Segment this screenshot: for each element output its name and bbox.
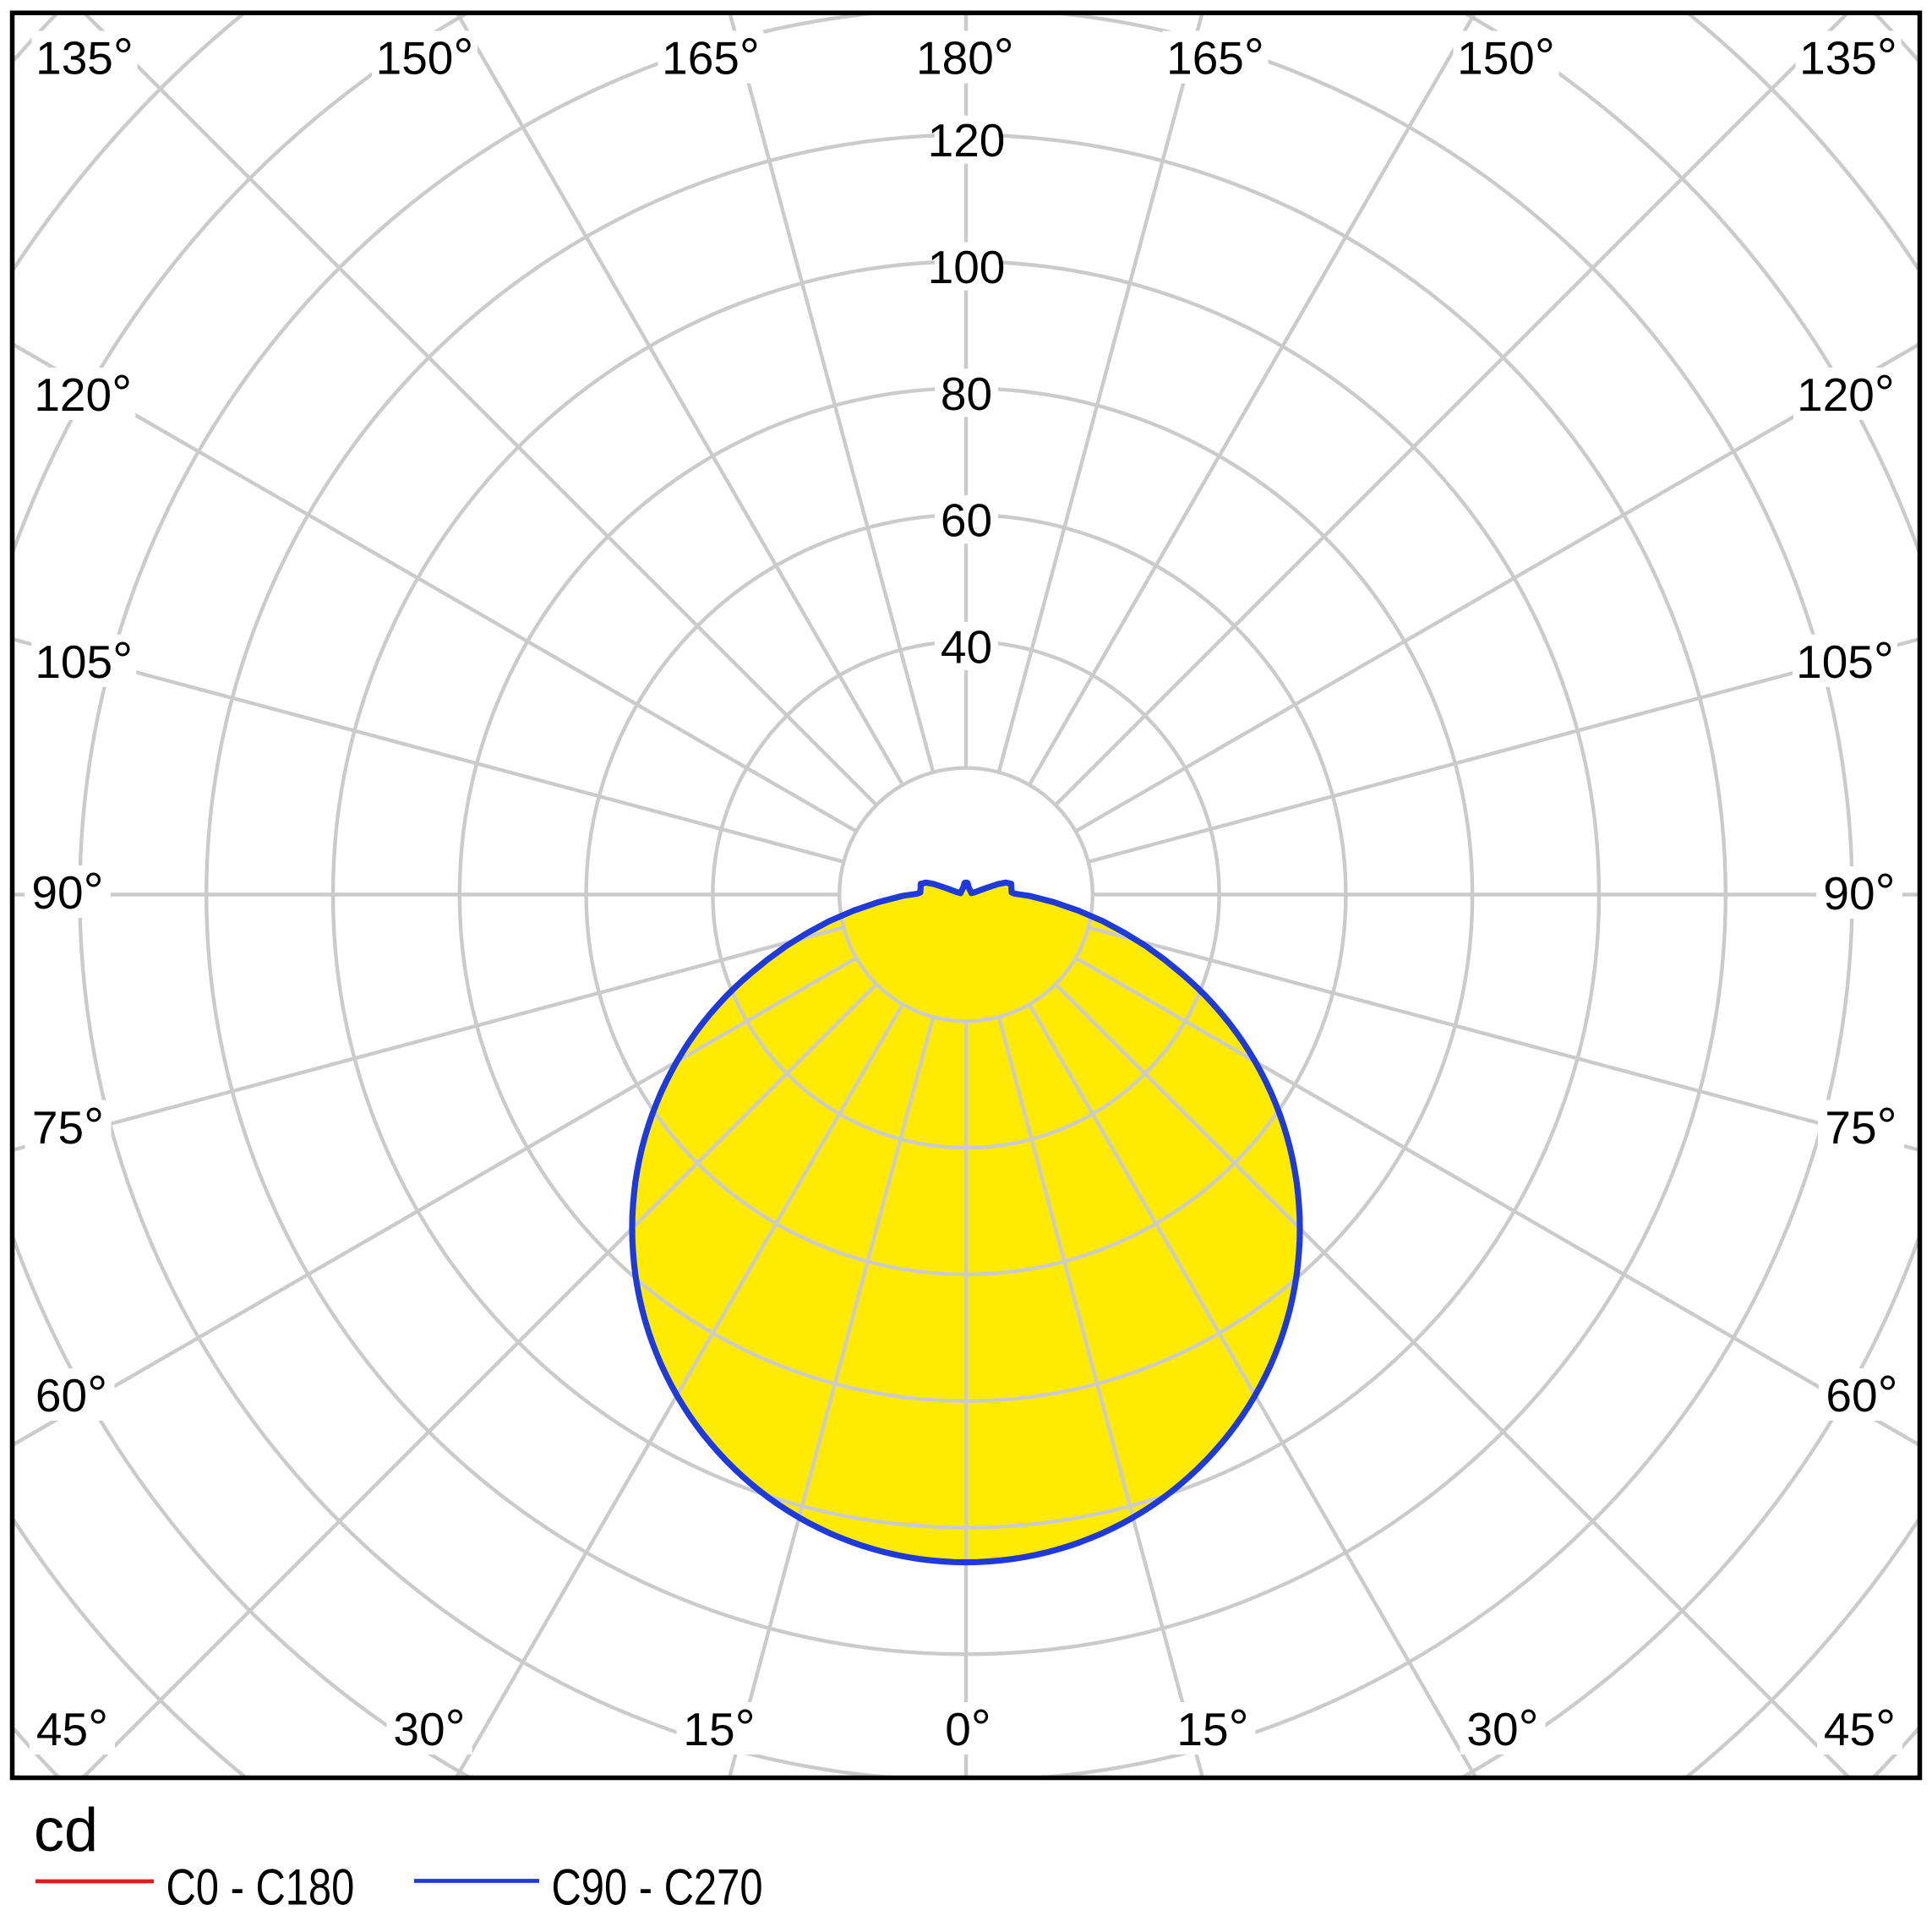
svg-text:C0 - C180: C0 - C180: [166, 1858, 355, 1915]
svg-text:105°: 105°: [35, 632, 133, 689]
svg-text:165°: 165°: [1166, 29, 1264, 85]
svg-text:60: 60: [941, 494, 992, 547]
svg-text:30°: 30°: [393, 1700, 465, 1756]
svg-text:15°: 15°: [683, 1700, 755, 1756]
svg-text:150°: 150°: [376, 29, 474, 85]
svg-text:120°: 120°: [1797, 365, 1895, 422]
svg-text:75°: 75°: [1825, 1098, 1897, 1154]
svg-text:60°: 60°: [35, 1366, 107, 1422]
svg-text:150°: 150°: [1457, 29, 1555, 85]
svg-text:45°: 45°: [36, 1700, 108, 1756]
svg-text:0°: 0°: [945, 1700, 991, 1756]
svg-text:90°: 90°: [31, 863, 103, 920]
svg-text:45°: 45°: [1824, 1700, 1896, 1756]
svg-text:75°: 75°: [32, 1098, 104, 1154]
svg-text:120: 120: [928, 114, 1006, 166]
svg-text:80: 80: [941, 368, 992, 420]
svg-text:135°: 135°: [35, 29, 134, 85]
svg-text:60°: 60°: [1826, 1366, 1897, 1422]
svg-text:30°: 30°: [1466, 1700, 1538, 1756]
svg-text:105°: 105°: [1796, 632, 1894, 689]
svg-text:cd: cd: [34, 1797, 98, 1864]
svg-text:100: 100: [928, 241, 1006, 293]
svg-text:180°: 180°: [916, 29, 1014, 85]
svg-text:90°: 90°: [1823, 864, 1895, 920]
svg-text:120°: 120°: [34, 365, 132, 422]
svg-text:135°: 135°: [1799, 29, 1897, 85]
svg-text:C90 - C270: C90 - C270: [552, 1858, 763, 1915]
svg-text:40: 40: [941, 620, 992, 673]
svg-text:15°: 15°: [1176, 1700, 1248, 1756]
svg-text:165°: 165°: [662, 29, 760, 85]
